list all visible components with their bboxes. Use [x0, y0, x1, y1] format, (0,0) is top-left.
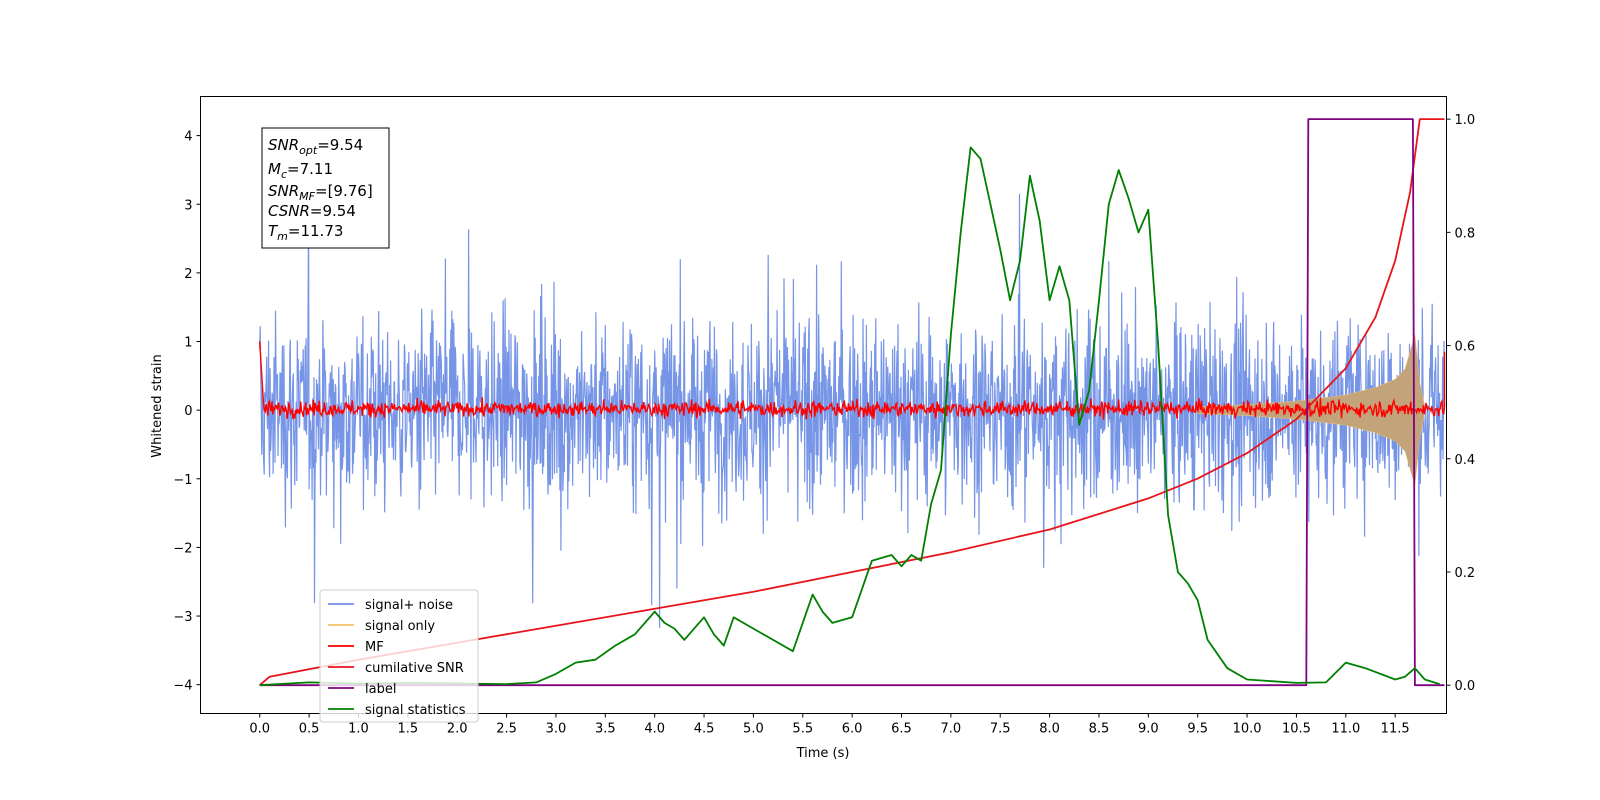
- x-tick-label: 1.0: [348, 722, 369, 737]
- x-tick-label: 4.5: [694, 722, 715, 737]
- x-tick-label: 0.5: [299, 722, 320, 737]
- y-tick-label: −3: [173, 610, 192, 625]
- x-tick-label: 2.5: [496, 722, 517, 737]
- x-tick-label: 10.0: [1233, 722, 1262, 737]
- x-tick-label: 9.5: [1187, 722, 1208, 737]
- x-tick-label: 7.0: [941, 722, 962, 737]
- plot-area: [259, 118, 1446, 687]
- legend-item-signal-statistics: signal statistics: [365, 703, 466, 718]
- annotation-tm: Tm=11.73: [268, 222, 343, 243]
- x-tick-label: 5.0: [743, 722, 764, 737]
- x-tick-label: 3.5: [595, 722, 616, 737]
- x-tick-label: 4.0: [644, 722, 665, 737]
- y2-tick-label: 0.4: [1455, 453, 1476, 468]
- y-tick-label: 0: [184, 404, 192, 419]
- x-tick-label: 3.0: [546, 722, 567, 737]
- x-axis: 0.0 0.5 1.0 1.5 2.0 2.5 3.0 3.5 4.0 4.5 5.0 5.5 6.0 6…: [249, 713, 1410, 737]
- x-tick-label: 5.5: [792, 722, 813, 737]
- y-tick-label: −2: [173, 541, 192, 556]
- y-tick-label: 2: [184, 267, 192, 282]
- x-tick-label: 1.5: [397, 722, 418, 737]
- annotation-snr-mf: SNRMF=[9.76]: [268, 182, 373, 203]
- legend-item-cumulative-snr: cumilative SNR: [365, 661, 464, 676]
- series-label: [259, 118, 1445, 687]
- y-axis-left: 4 3 2 1 0 −1 −2 −3 −4: [173, 130, 201, 694]
- y-tick-label: 1: [184, 336, 192, 351]
- y2-tick-label: 0.0: [1455, 679, 1476, 694]
- x-tick-label: 11.0: [1331, 722, 1360, 737]
- y-tick-label: 3: [184, 198, 192, 213]
- series-signal-statistics: [259, 146, 1440, 687]
- y-axis-right: 1.0 0.8 0.6 0.4 0.2 0.0: [1446, 113, 1476, 694]
- x-tick-label: 2.0: [447, 722, 468, 737]
- x-axis-label: Time (s): [796, 746, 850, 761]
- annotation-mc: Mc=7.11: [268, 160, 333, 181]
- y-tick-label: −4: [173, 679, 192, 694]
- y-axis-label: Whitened strain: [150, 354, 165, 457]
- legend: signal+ noise signal only MF cumilative SNR…: [319, 589, 479, 723]
- y-tick-label: 4: [184, 130, 192, 145]
- x-tick-label: 9.0: [1138, 722, 1159, 737]
- x-tick-label: 8.5: [1089, 722, 1110, 737]
- y2-tick-label: 0.2: [1455, 566, 1476, 581]
- x-tick-label: 7.5: [990, 722, 1011, 737]
- legend-item-signal-noise: signal+ noise: [365, 598, 453, 613]
- axes-frame: [200, 96, 1447, 714]
- y2-tick-label: 1.0: [1455, 113, 1476, 128]
- series-signal-noise: [259, 193, 1446, 628]
- annotation-box: SNRopt=9.54 Mc=7.11 SNRMF=[9.76] CSNR=9.…: [261, 127, 390, 249]
- legend-item-label: label: [365, 682, 396, 697]
- legend-item-signal-only: signal only: [365, 619, 435, 634]
- x-tick-label: 0.0: [249, 722, 270, 737]
- legend-item-mf: MF: [365, 640, 384, 655]
- annotation-csnr: CSNR=9.54: [268, 202, 356, 220]
- y2-tick-label: 0.8: [1455, 226, 1476, 241]
- x-tick-label: 6.0: [842, 722, 863, 737]
- x-tick-label: 10.5: [1282, 722, 1311, 737]
- x-tick-label: 8.0: [1039, 722, 1060, 737]
- y2-tick-label: 0.6: [1455, 340, 1476, 355]
- y-tick-label: −1: [173, 473, 192, 488]
- x-tick-label: 6.5: [891, 722, 912, 737]
- annotation-snr-opt: SNRopt=9.54: [268, 136, 363, 157]
- series-mf: [259, 341, 1446, 420]
- x-tick-label: 11.5: [1381, 722, 1410, 737]
